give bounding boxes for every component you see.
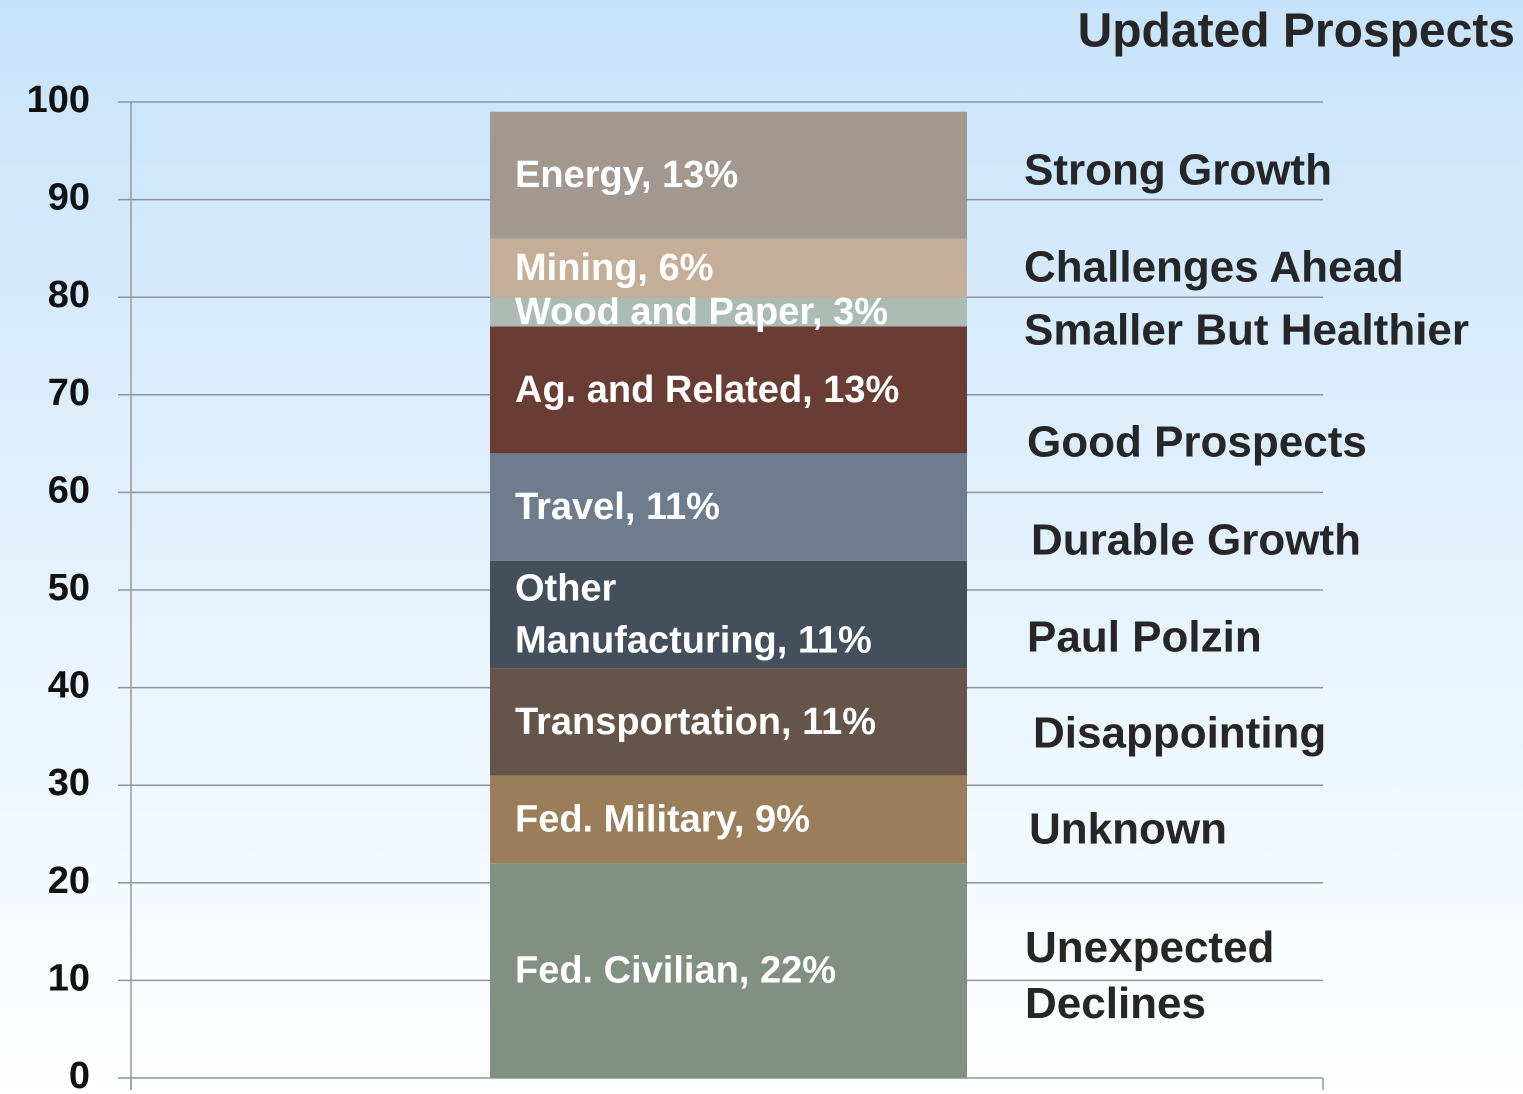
bar-segment: [490, 863, 967, 1078]
y-tick-label: 60: [48, 469, 90, 511]
prospect-label: Disappointing: [1033, 709, 1326, 758]
prospect-label: Strong Growth: [1024, 146, 1332, 195]
prospect-label: Paul Polzin: [1027, 613, 1262, 662]
bar-segment: [490, 297, 967, 327]
segment-label: Travel, 11%: [515, 486, 720, 528]
segment-label: Transportation, 11%: [515, 701, 876, 743]
bar-segment: [490, 326, 967, 454]
prospect-label: Durable Growth: [1031, 516, 1361, 565]
prospects-title: Updated Prospects: [1078, 5, 1515, 58]
prospect-label: Good Prospects: [1027, 418, 1367, 467]
y-tick-label: 100: [27, 79, 90, 121]
segment-label: Ag. and Related, 13%: [515, 369, 899, 411]
y-tick-label: 80: [48, 274, 90, 316]
y-tick-label: 20: [48, 860, 90, 902]
segment-label: Fed. Civilian, 22%: [515, 950, 836, 992]
prospect-label: Smaller But Healthier: [1024, 306, 1469, 355]
y-tick-label: 30: [48, 762, 90, 804]
prospect-label: Unknown: [1029, 805, 1227, 854]
bar-segment: [490, 111, 967, 239]
bar-segment: [490, 775, 967, 864]
y-tick-label: 40: [48, 665, 90, 707]
y-tick-label: 10: [48, 957, 90, 999]
y-tick-label: 50: [48, 567, 90, 609]
prospect-label: Challenges Ahead: [1024, 243, 1404, 292]
segment-label: Other Manufacturing, 11%: [515, 567, 872, 661]
segment-label: Wood and Paper, 3%: [515, 291, 888, 333]
y-tick-label: 70: [48, 372, 90, 414]
bar-segment: [490, 453, 967, 561]
bar-segment: [490, 238, 967, 298]
prospect-label: Unexpected Declines: [1025, 923, 1274, 1028]
y-tick-label: 0: [69, 1055, 90, 1094]
bar-segment: [490, 668, 967, 776]
segment-label: Mining, 6%: [515, 247, 713, 289]
y-tick-label: 90: [48, 177, 90, 219]
segment-label: Energy, 13%: [515, 154, 738, 196]
bar-segment: [490, 560, 967, 669]
segment-label: Fed. Military, 9%: [515, 798, 810, 840]
